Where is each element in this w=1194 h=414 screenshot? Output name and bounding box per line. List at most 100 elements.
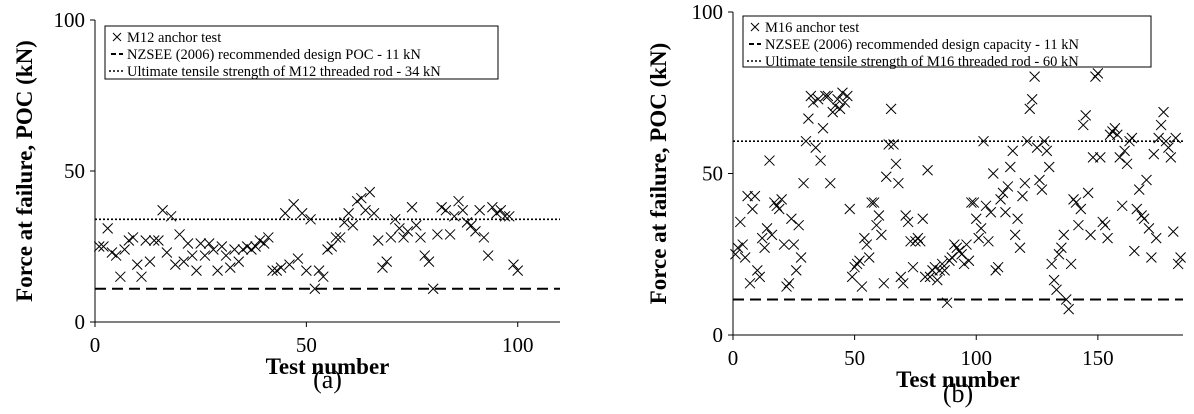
data-point [863,252,875,263]
data-point [1077,119,1089,131]
data-point [279,207,291,219]
data-point [975,223,987,234]
data-point [1114,151,1126,163]
data-point [1165,151,1177,163]
data-point [936,258,948,270]
data-point [220,250,232,261]
data-point [832,93,843,105]
data-point [148,235,160,246]
data-point [958,258,970,270]
data-point [951,242,963,254]
data-point [1092,68,1104,79]
data-point [754,271,766,283]
data-point [893,177,904,189]
data-point [301,265,312,277]
data-point [165,210,177,222]
data-point [963,255,975,267]
data-point [110,250,122,261]
data-point [402,226,414,237]
data-point [161,247,173,258]
data-point [406,201,418,213]
x-tick-label: 100 [960,346,992,370]
y-axis-title: Force at failure, POC (kN) [12,40,37,302]
data-point [992,261,1004,273]
y-tick-label: 50 [702,162,723,186]
data-point [360,204,371,216]
legend-entry: M16 anchor test [765,20,859,36]
data-point [824,177,836,189]
data-point [1024,103,1036,115]
data-point [781,281,792,292]
data-point [389,213,401,225]
data-point [902,216,914,228]
data-point [990,265,1002,276]
data-point [250,241,261,252]
data-point [1000,206,1011,218]
data-point [987,168,999,179]
data-point [910,235,921,247]
data-point [1133,184,1145,196]
data-point [1099,219,1111,231]
data-point [1012,213,1023,225]
data-point [997,187,1009,199]
data-point [423,256,435,267]
data-point [347,220,359,231]
data-point [1146,252,1157,263]
data-point [1060,294,1072,305]
data-point [292,253,304,264]
data-point [317,271,329,283]
data-point [448,210,460,222]
data-point [499,210,511,222]
data-point [805,90,817,102]
data-point [868,197,880,208]
data-point [503,210,515,222]
data-point [427,283,439,295]
x-axis-title: Test number [896,367,1020,392]
data-point [178,256,190,267]
data-point [199,250,211,261]
data-point [169,259,181,270]
data-point [364,186,376,198]
data-point [931,274,943,286]
data-point [284,259,295,270]
data-point [858,232,870,244]
data-point [1041,145,1053,157]
data-point [1007,145,1019,157]
data-point [1080,110,1092,121]
data-point [339,216,350,228]
data-point [803,113,814,124]
data-point [212,265,223,277]
data-point [783,277,795,289]
data-point [1175,252,1186,263]
legend-cross-icon [750,22,760,32]
data-point [330,232,342,243]
data-point [1090,71,1101,82]
data-point [907,261,919,273]
data-point [873,210,885,221]
data-point [934,265,946,276]
data-point [1058,229,1070,241]
data-point [1014,242,1026,254]
data-point [961,239,972,250]
data-point [900,210,912,221]
data-point [764,155,775,166]
data-point [800,135,812,147]
data-point [191,265,202,277]
data-point [1063,303,1075,315]
data-point [186,250,198,261]
data-point [793,219,805,231]
data-point [1116,200,1128,212]
data-point [749,190,761,202]
data-point [829,100,841,112]
data-point [734,216,746,228]
data-point [834,103,846,115]
data-point [457,204,469,216]
chart-panel-a: 0 50 100 0 50 100 Test number Force at failure,… [12,8,560,394]
data-point [136,271,147,283]
data-point [182,238,194,249]
legend-entry: M12 anchor test [127,30,221,46]
data-point [739,252,751,263]
data-point [470,226,481,237]
data-point [478,232,490,243]
data-point [871,219,882,231]
